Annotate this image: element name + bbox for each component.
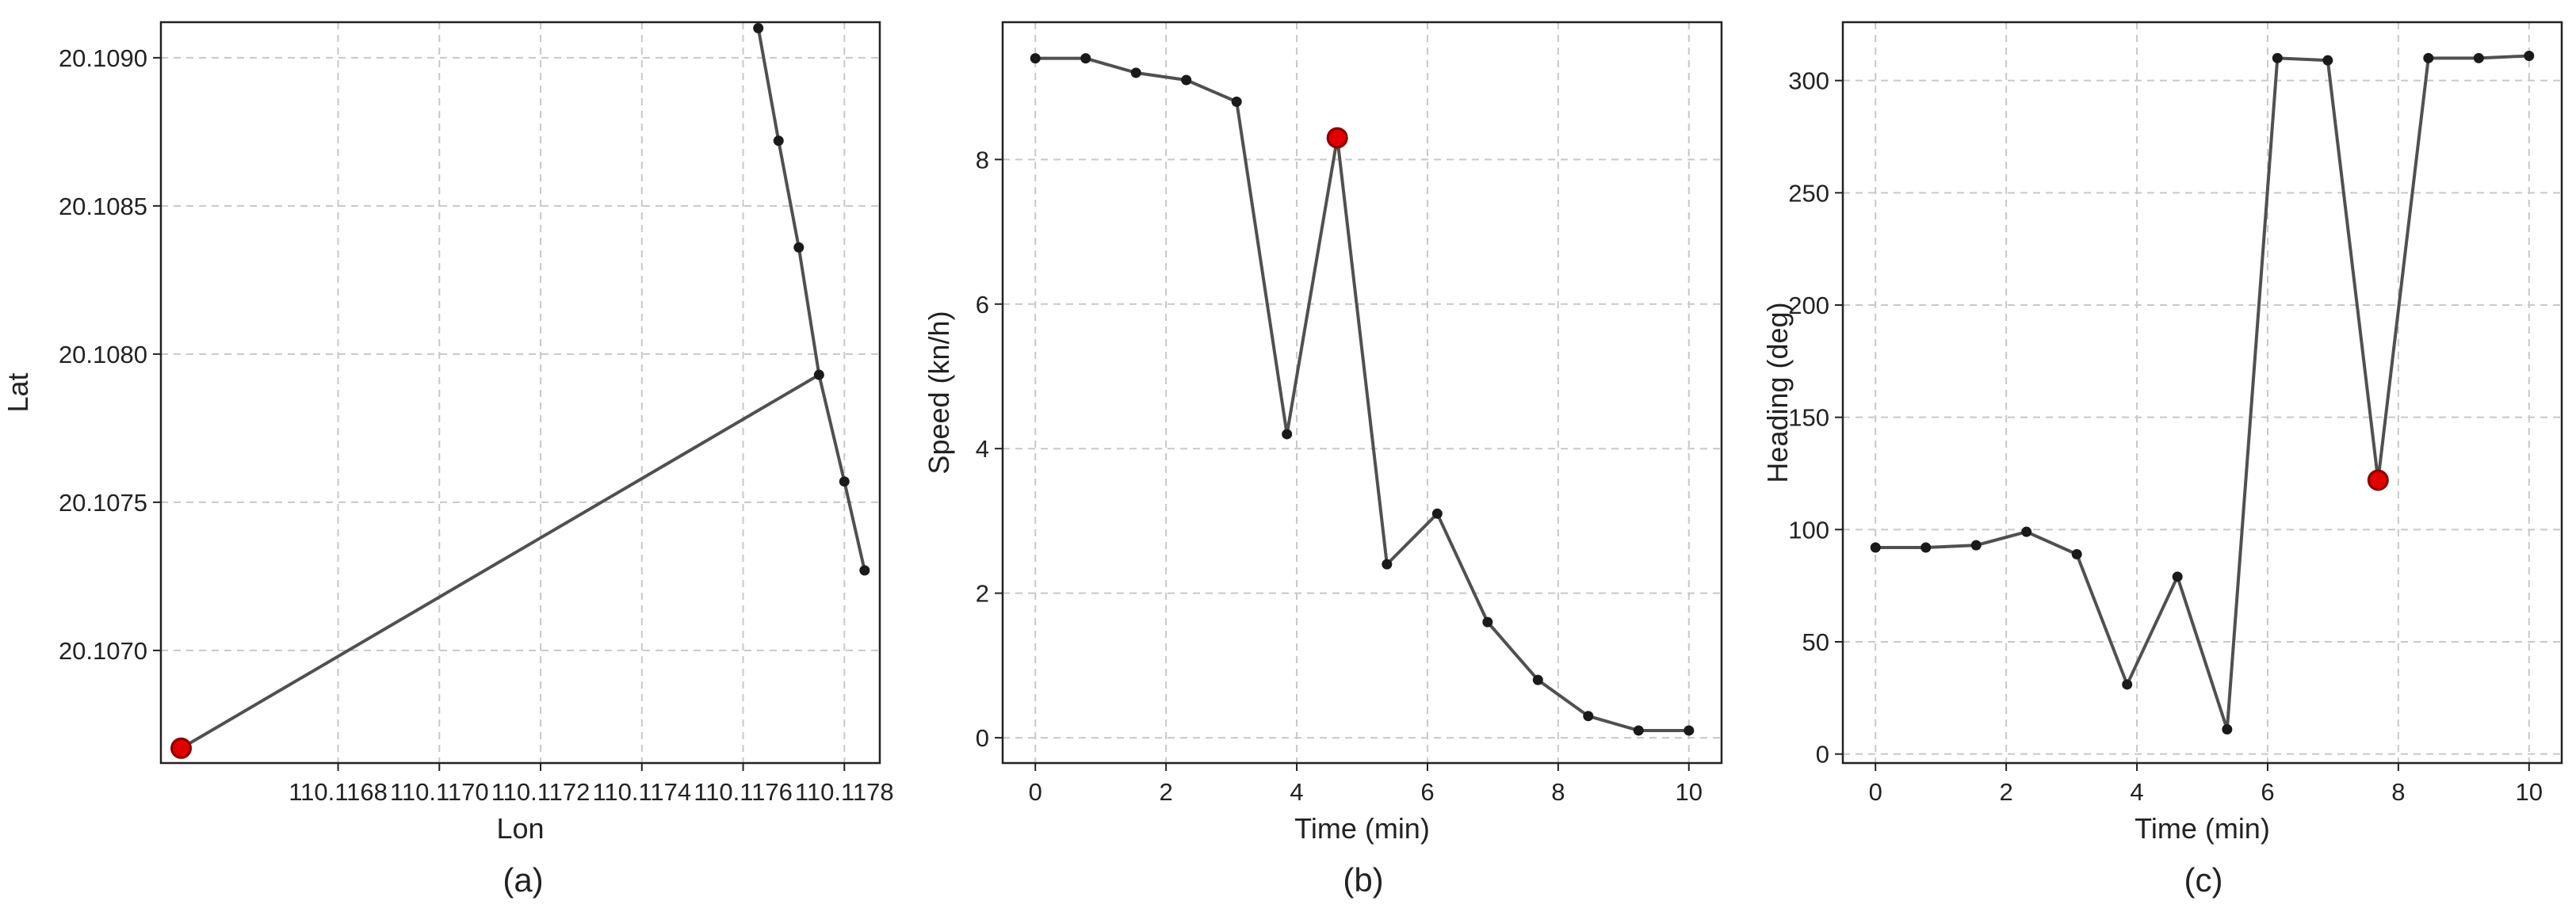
panel-c-data-point-9: [2322, 55, 2333, 66]
panel-b-y-tick-label-3: 6: [976, 291, 989, 319]
panel-a-data-point-3: [813, 369, 824, 380]
panel-a-data-point-0: [753, 22, 764, 33]
panel-a-y-tick-label-4: 20.1090: [59, 44, 147, 72]
panel-c-highlight-point: [2367, 469, 2389, 491]
panel-c-caption: (c): [2184, 861, 2223, 899]
panel-c-y-tick-label-1: 50: [1802, 628, 1829, 656]
panel-b-data-point-0: [1030, 53, 1041, 64]
panel-b-y-tick-label-0: 0: [976, 724, 989, 752]
panel-b-data-point-2: [1130, 67, 1141, 78]
panel-b-data-point-13: [1684, 725, 1695, 736]
panel-c-x-tick-label-0: 0: [1869, 778, 1882, 806]
panel-a-y-tick-label-0: 20.1070: [59, 637, 147, 665]
panel-c-x-tick-label-2: 4: [2130, 778, 2143, 806]
panel-c-x-tick-label-1: 2: [2000, 778, 2013, 806]
panel-a-x-tick-label-5: 110.1178: [795, 778, 894, 806]
panel-c-data-point-8: [2272, 52, 2283, 63]
panel-b-y-tick-label-4: 8: [976, 146, 989, 174]
panel-c-y-axis-label: Heading (deg): [1761, 302, 1794, 483]
panel-a-x-tick-label-0: 110.1168: [289, 778, 388, 806]
panel-c-data-point-7: [2222, 724, 2233, 735]
panel-b-y-tick-label-1: 2: [976, 580, 989, 608]
panel-b-data-point-12: [1633, 725, 1644, 736]
panel-b-x-tick-label-1: 2: [1160, 778, 1173, 806]
panel-b-y-tick-label-2: 4: [976, 435, 989, 463]
panel-b-caption: (b): [1343, 861, 1383, 899]
panel-b-data-point-9: [1482, 616, 1493, 628]
panel-a-y-axis-label: Lat: [2, 372, 34, 412]
panel-c-data-point-12: [2473, 52, 2484, 63]
panel-b-y-axis-label: Speed (kn/h): [923, 311, 955, 474]
panel-b-data-point-8: [1431, 508, 1443, 519]
panel-b-data-point-5: [1282, 429, 1293, 440]
panel-a-connector-line: [180, 373, 820, 750]
panel-c-y-tick-label-6: 300: [1788, 67, 1829, 95]
panel-b-x-tick-label-4: 8: [1551, 778, 1565, 806]
panel-c-y-tick-label-3: 150: [1788, 404, 1829, 432]
panel-b-x-axis-label: Time (min): [1294, 812, 1430, 845]
panel-a-x-tick-label-2: 110.1172: [491, 778, 590, 806]
panel-a-series-line-0: [756, 28, 866, 571]
panel-c-axes-frame: [1841, 21, 2563, 765]
panel-a-y-tick-label-3: 20.1085: [59, 193, 147, 220]
panel-a-highlight-point: [170, 737, 193, 759]
panel-b-data-point-3: [1181, 74, 1192, 86]
panel-b-data-point-7: [1382, 559, 1393, 570]
panel-b-x-tick-label-0: 0: [1029, 778, 1042, 806]
panel-b-data-point-1: [1080, 53, 1091, 64]
panel-c-data-point-3: [2021, 526, 2032, 537]
panel-c-x-tick-label-4: 8: [2391, 778, 2405, 806]
panel-c-data-point-1: [1921, 542, 1932, 553]
panel-c-x-axis-label: Time (min): [2135, 812, 2270, 845]
panel-b-data-point-11: [1583, 711, 1594, 722]
panel-b-highlight-point: [1326, 127, 1348, 149]
panel-c-data-point-2: [1970, 540, 1982, 551]
panel-c-y-tick-label-2: 100: [1788, 516, 1829, 544]
panel-b-speed-plot: 0 2 4 6 8 10 0 2 4 6 8 Time (min) Speed (kn/h) (b): [923, 21, 1723, 899]
panel-b-series-line-0: [1035, 56, 1689, 732]
panel-a-data-point-2: [793, 242, 805, 253]
panel-c-data-point-6: [2172, 571, 2183, 582]
panel-b-x-tick-label-5: 10: [1676, 778, 1703, 806]
panel-a-data-point-5: [859, 565, 870, 576]
panel-b-data-point-4: [1231, 96, 1242, 107]
panel-c-data-point-0: [1870, 542, 1881, 553]
panel-b-data-point-10: [1532, 674, 1543, 685]
panel-c-data-point-13: [2524, 51, 2535, 61]
panel-a-lat-lon-plot: 110.1168 110.1170 110.1172 110.1174 110.1176…: [2, 21, 894, 899]
panel-a-x-tick-label-3: 110.1174: [592, 778, 691, 806]
panel-c-series-line-0: [1875, 54, 2529, 731]
panel-a-caption: (a): [503, 861, 543, 899]
panel-a-x-tick-label-1: 110.1170: [390, 778, 489, 806]
panel-a-y-tick-label-1: 20.1075: [59, 489, 147, 517]
panel-a-axes-frame: [159, 21, 881, 765]
panel-c-y-tick-label-0: 0: [1816, 741, 1829, 769]
panel-b-axes-frame: [1001, 21, 1723, 765]
panel-b-x-tick-label-2: 4: [1290, 778, 1303, 806]
panel-c-x-tick-label-3: 6: [2261, 778, 2274, 806]
panel-c-y-tick-label-5: 250: [1788, 179, 1829, 207]
panel-b-x-tick-label-3: 6: [1420, 778, 1434, 806]
panel-a-data-point-1: [773, 135, 784, 147]
panel-c-data-point-5: [2122, 679, 2133, 690]
panel-a-data-point-4: [839, 476, 850, 487]
panel-a-y-tick-label-2: 20.1080: [59, 341, 147, 368]
panel-c-data-point-11: [2423, 52, 2434, 63]
panel-a-x-tick-label-4: 110.1176: [694, 778, 793, 806]
panel-c-x-tick-label-5: 10: [2516, 778, 2543, 806]
panel-a-x-axis-label: Lon: [496, 812, 544, 845]
panel-c-y-tick-label-4: 200: [1788, 292, 1829, 319]
panel-c-data-point-4: [2071, 549, 2082, 559]
